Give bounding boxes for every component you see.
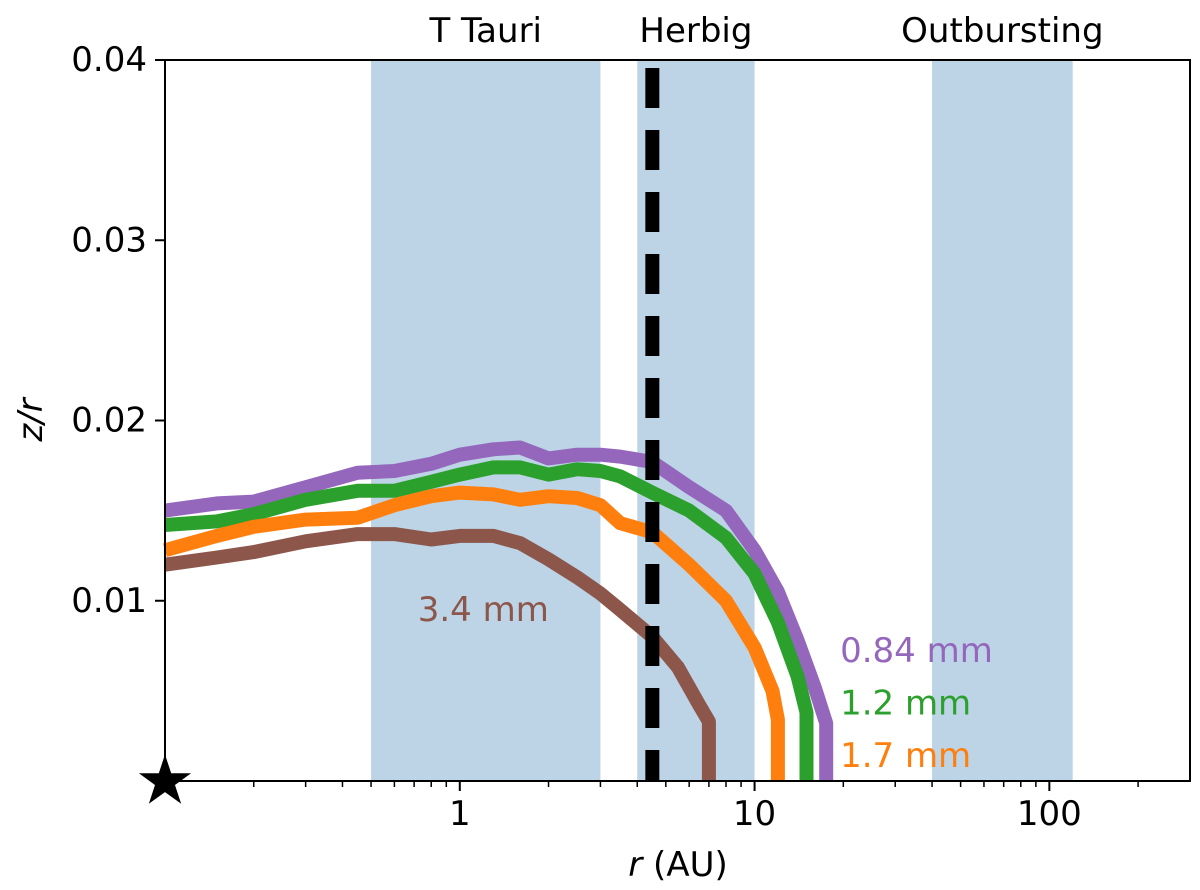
y-tick-label: 0.03 bbox=[71, 220, 147, 260]
shaded-region-outbursting bbox=[932, 60, 1073, 781]
annotation-3-4-mm: 3.4 mm bbox=[418, 590, 549, 630]
x-axis-ticks: 1 10 100 bbox=[252, 781, 1139, 834]
shaded-regions bbox=[371, 60, 1073, 781]
series-line-3-4-mm bbox=[164, 527, 716, 781]
y-axis-ticks: 0.01 0.02 0.03 0.04 bbox=[71, 40, 165, 621]
x-axis-label-unit: (AU) bbox=[642, 845, 727, 885]
x-tick-label: 10 bbox=[733, 794, 776, 834]
x-axis-label-variable: r bbox=[628, 845, 644, 885]
annotation-1-7-mm: 1.7 mm bbox=[840, 736, 971, 776]
y-tick-label: 0.02 bbox=[71, 401, 147, 441]
series-annotations: 3.4 mm 0.84 mm 1.2 mm 1.7 mm bbox=[418, 590, 993, 776]
y-axis-label: z/r bbox=[11, 396, 51, 442]
x-tick-label: 100 bbox=[1017, 794, 1082, 834]
region-label-herbig: Herbig bbox=[639, 11, 752, 51]
series-line-1-7-mm bbox=[163, 485, 785, 781]
series-lines bbox=[163, 440, 834, 781]
series-line-1-2-mm bbox=[164, 460, 814, 781]
annotation-0-84-mm: 0.84 mm bbox=[840, 631, 993, 671]
series-line-0-84-mm bbox=[164, 440, 834, 781]
x-tick-label: 1 bbox=[449, 794, 471, 834]
region-label-outbursting: Outbursting bbox=[901, 11, 1103, 51]
y-tick-label: 0.01 bbox=[71, 581, 147, 621]
x-axis-label: r (AU) bbox=[628, 845, 727, 885]
annotation-1-2-mm: 1.2 mm bbox=[840, 683, 971, 723]
region-labels: T Tauri Herbig Outbursting bbox=[428, 11, 1103, 51]
shaded-region-t-tauri bbox=[371, 60, 601, 781]
star-marker: ★ bbox=[135, 742, 196, 821]
y-tick-label: 0.04 bbox=[71, 40, 147, 80]
region-label-t-tauri: T Tauri bbox=[428, 11, 542, 51]
